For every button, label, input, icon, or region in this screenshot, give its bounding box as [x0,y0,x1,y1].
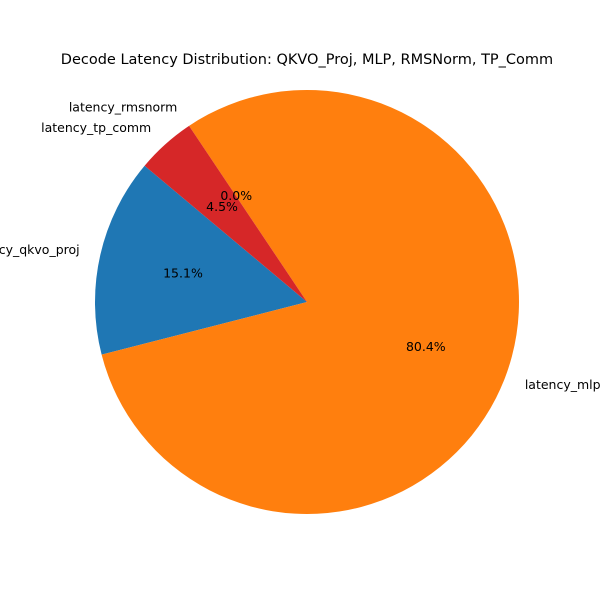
slice-latency-mlp [101,90,519,515]
slice-label-latency-mlp: latency_mlp [525,377,600,392]
slice-label-latency-qkvo-proj: latency_qkvo_proj [0,242,80,257]
pct-label-latency-qkvo-proj: 15.1% [163,265,203,280]
pct-label-latency-tp-comm: 4.5% [206,199,238,214]
chart-title: Decode Latency Distribution: QKVO_Proj, … [61,52,553,68]
slice-label-latency-rmsnorm: latency_rmsnorm [69,100,177,115]
slice-label-latency-tp-comm: latency_tp_comm [41,120,151,135]
slice-latency-tp-comm [144,125,307,302]
pct-label-latency-mlp: 80.4% [406,339,446,354]
pie-labels: latency_qkvo_proj 15.1% latency_mlp 80.4% la… [0,100,600,392]
pct-label-latency-rmsnorm: 0.0% [220,188,252,203]
pie-slices [94,90,519,515]
slice-latency-qkvo-proj [94,165,307,355]
